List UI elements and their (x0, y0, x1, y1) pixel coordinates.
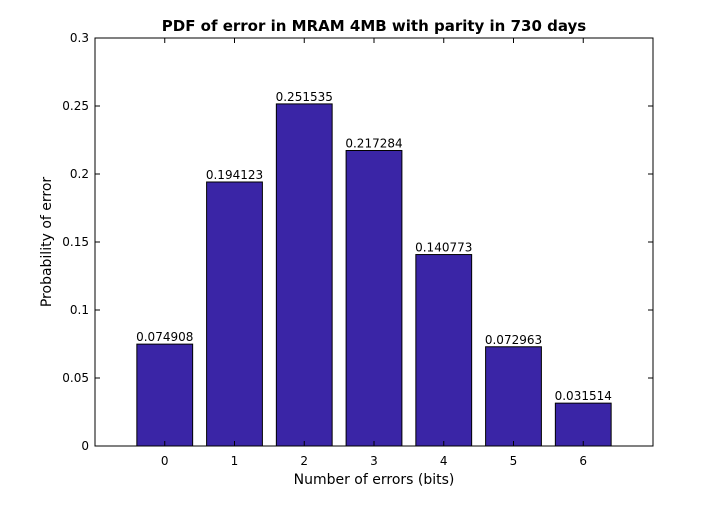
bars-layer (136, 103, 612, 447)
data-label-5: 0.072963 (485, 333, 542, 347)
x-tick-label: 6 (579, 454, 587, 468)
bar-4 (415, 254, 473, 447)
data-label-4: 0.140773 (415, 241, 472, 255)
chart-title: PDF of error in MRAM 4MB with parity in … (162, 17, 587, 35)
x-tick-label: 2 (300, 454, 308, 468)
y-tick-label: 0.05 (62, 371, 89, 385)
y-tick-label: 0.25 (62, 99, 89, 113)
axes-layer: 0 0.05 0.1 0.15 0.2 0.25 0.3 0 1 2 3 4 5 6 (62, 31, 654, 468)
y-tick-label: 0 (81, 439, 89, 453)
y-tick-label: 0.1 (70, 303, 89, 317)
x-tick-label: 1 (231, 454, 239, 468)
data-label-1: 0.194123 (206, 168, 263, 182)
x-tick-label: 4 (440, 454, 448, 468)
bar-0 (136, 343, 194, 447)
bar-6 (554, 402, 612, 447)
y-axis-label: Probability of error (39, 177, 55, 308)
y-tick-label: 0.15 (62, 235, 89, 249)
x-tick-label: 0 (161, 454, 169, 468)
y-tick-label: 0.2 (70, 167, 89, 181)
x-axis-label: Number of errors (bits) (294, 472, 455, 488)
bar-1 (206, 181, 263, 447)
bar-3 (345, 149, 403, 447)
data-label-0: 0.074908 (136, 330, 193, 344)
bar-2 (275, 103, 333, 447)
data-label-6: 0.031514 (555, 389, 612, 403)
bar-5 (485, 346, 542, 447)
data-label-2: 0.251535 (276, 90, 333, 104)
x-tick-label: 3 (370, 454, 378, 468)
x-tick-label: 5 (510, 454, 518, 468)
y-tick-label: 0.3 (70, 31, 89, 45)
data-labels-layer: 0.074908 0.194123 0.251535 0.217284 0.140773… (136, 90, 612, 403)
data-label-3: 0.217284 (345, 136, 402, 150)
